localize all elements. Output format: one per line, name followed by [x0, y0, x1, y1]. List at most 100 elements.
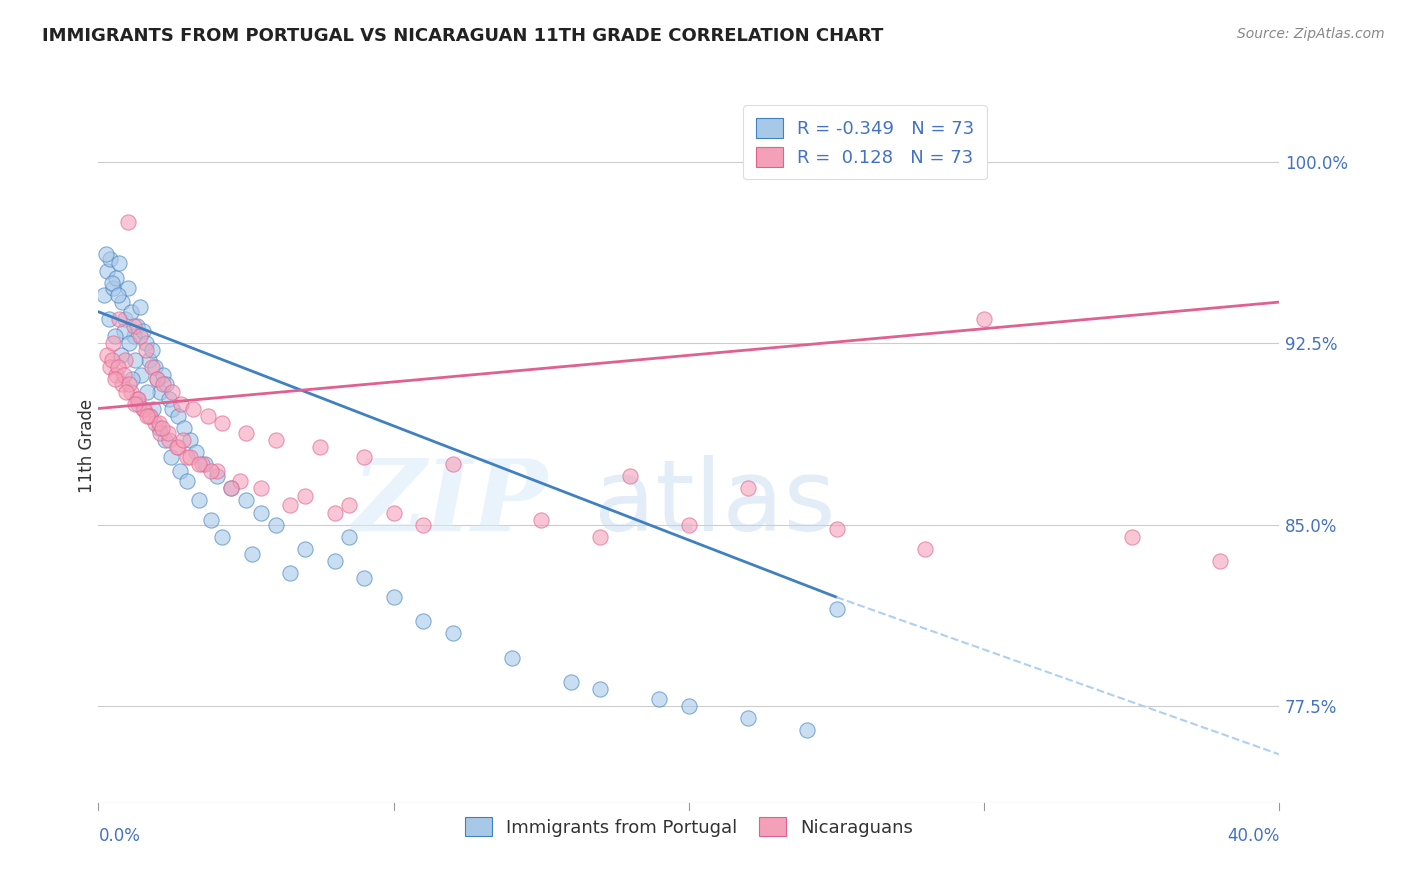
Point	[648, 691, 671, 706]
Point	[382, 590, 405, 604]
Point	[382, 506, 405, 520]
Text: Source: ZipAtlas.com: Source: ZipAtlas.com	[1237, 27, 1385, 41]
Text: 0.0%: 0.0%	[98, 827, 141, 845]
Point	[294, 541, 316, 556]
Point	[205, 469, 228, 483]
Point	[143, 360, 166, 375]
Point	[156, 425, 179, 440]
Point	[179, 433, 201, 447]
Point	[1209, 554, 1232, 568]
Point	[135, 336, 157, 351]
Point	[157, 392, 180, 406]
Point	[105, 368, 128, 382]
Point	[143, 416, 166, 430]
Point	[128, 329, 150, 343]
Point	[339, 530, 361, 544]
Point	[148, 421, 170, 435]
Point	[103, 336, 125, 351]
Point	[108, 312, 131, 326]
Point	[441, 626, 464, 640]
Point	[560, 674, 582, 689]
Point	[120, 304, 142, 318]
Point	[441, 457, 464, 471]
Point	[240, 547, 263, 561]
Text: atlas: atlas	[595, 455, 837, 551]
Point	[181, 401, 204, 416]
Point	[294, 489, 316, 503]
Point	[150, 421, 173, 435]
Point	[128, 300, 150, 314]
Point	[149, 384, 172, 399]
Point	[96, 263, 118, 277]
Point	[141, 343, 163, 358]
Point	[118, 377, 141, 392]
Point	[104, 372, 127, 386]
Point	[167, 440, 190, 454]
Point	[339, 498, 361, 512]
Point	[264, 433, 287, 447]
Point	[825, 523, 848, 537]
Point	[737, 481, 759, 495]
Point	[93, 288, 115, 302]
Point	[124, 353, 146, 368]
Point	[98, 360, 121, 375]
Point	[914, 541, 936, 556]
Point	[678, 517, 700, 532]
Point	[221, 481, 243, 495]
Point	[309, 440, 332, 454]
Point	[155, 377, 177, 392]
Point	[229, 474, 252, 488]
Point	[100, 276, 122, 290]
Point	[166, 440, 188, 454]
Point	[146, 372, 169, 386]
Point	[796, 723, 818, 738]
Point	[98, 252, 121, 266]
Point	[122, 329, 145, 343]
Point	[129, 368, 152, 382]
Point	[167, 409, 190, 423]
Point	[264, 517, 287, 532]
Point	[114, 353, 136, 368]
Point	[104, 329, 127, 343]
Point	[235, 425, 257, 440]
Point	[589, 530, 612, 544]
Point	[152, 377, 174, 392]
Point	[323, 506, 346, 520]
Text: ZIP: ZIP	[353, 455, 547, 551]
Point	[139, 409, 162, 423]
Point	[122, 319, 145, 334]
Point	[973, 312, 995, 326]
Point	[187, 457, 209, 471]
Y-axis label: 11th Grade: 11th Grade	[79, 399, 96, 493]
Point	[132, 324, 155, 338]
Point	[138, 409, 160, 423]
Point	[323, 554, 346, 568]
Point	[107, 288, 129, 302]
Point	[678, 699, 700, 714]
Point	[184, 445, 207, 459]
Point	[353, 450, 375, 464]
Point	[142, 401, 165, 416]
Point	[737, 711, 759, 725]
Point	[179, 450, 201, 464]
Point	[250, 481, 273, 495]
Point	[111, 377, 134, 392]
Point	[121, 372, 143, 386]
Point	[138, 353, 160, 368]
Point	[235, 493, 257, 508]
Point	[152, 368, 174, 382]
Point	[125, 392, 148, 406]
Point	[825, 602, 848, 616]
Point	[112, 324, 135, 338]
Point	[176, 474, 198, 488]
Point	[115, 384, 138, 399]
Point	[159, 450, 181, 464]
Point	[107, 360, 129, 375]
Point	[172, 433, 194, 447]
Point	[162, 384, 183, 399]
Point	[412, 517, 434, 532]
Point	[169, 464, 191, 478]
Point	[134, 401, 156, 416]
Point	[127, 397, 149, 411]
Point	[112, 368, 135, 382]
